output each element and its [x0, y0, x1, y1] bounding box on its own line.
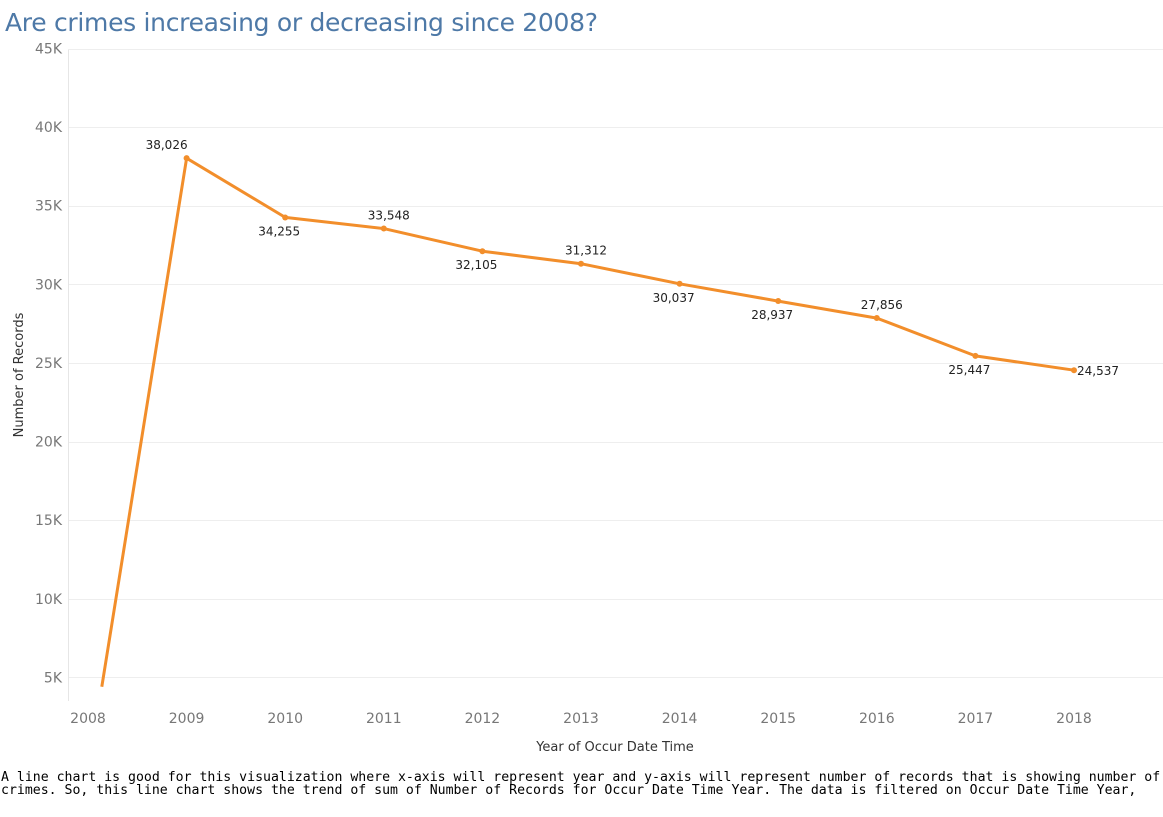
y-tick-label: 15K: [35, 513, 63, 529]
x-axis-title: Year of Occur Date Time: [535, 740, 694, 755]
data-label: 25,447: [948, 363, 990, 377]
x-tick-label: 2016: [859, 711, 895, 727]
data-label: 31,312: [565, 244, 607, 258]
x-axis-ticks: 2008 2009 2010 2011 2012 2013 2014 2015 2016 2017…: [70, 711, 1092, 727]
data-point: [282, 214, 289, 221]
series-line-path: [100, 156, 1075, 688]
x-tick-label: 2018: [1056, 711, 1092, 727]
data-point: [183, 155, 190, 162]
y-tick-label: 5K: [44, 670, 63, 686]
x-tick-label: 2015: [760, 711, 796, 727]
y-tick-label: 25K: [35, 356, 63, 372]
data-point: [578, 260, 584, 267]
x-tick-label: 2008: [70, 711, 106, 727]
data-label: 27,856: [861, 298, 903, 312]
data-label: 33,548: [368, 209, 410, 223]
x-tick-label: 2009: [169, 711, 205, 727]
data-point: [1071, 367, 1077, 374]
x-tick-label: 2014: [662, 711, 698, 727]
y-axis-ticks: 5K 10K 15K 20K 25K 30K 35K 40K 45K: [35, 42, 63, 687]
y-tick-label: 45K: [35, 42, 63, 58]
gridlines: [68, 49, 1163, 678]
y-tick-label: 30K: [35, 277, 63, 293]
data-label: 32,105: [455, 258, 497, 272]
data-point: [972, 352, 979, 359]
data-labels: 38,026 34,255 33,548 32,105 31,312 30,037 28,9…: [146, 138, 1119, 378]
chart-caption: A line chart is good for this visualizat…: [1, 770, 1161, 798]
data-point: [775, 298, 782, 305]
y-tick-label: 40K: [35, 120, 63, 136]
x-tick-label: 2011: [366, 711, 402, 727]
x-tick-label: 2012: [465, 711, 501, 727]
y-tick-label: 10K: [35, 592, 63, 608]
y-tick-label: 20K: [35, 435, 63, 451]
data-label: 24,537: [1077, 364, 1119, 378]
data-label: 38,026: [146, 138, 188, 152]
data-point: [479, 248, 486, 255]
data-label: 28,937: [751, 308, 793, 322]
data-point: [676, 280, 683, 287]
y-axis-title: Number of Records: [12, 312, 27, 437]
chart-title: Are crimes increasing or decreasing sinc…: [5, 8, 598, 37]
x-tick-label: 2010: [267, 711, 303, 727]
x-tick-label: 2013: [563, 711, 599, 727]
data-label: 34,255: [258, 224, 300, 238]
data-point: [873, 315, 880, 322]
data-point: [380, 225, 387, 232]
x-tick-label: 2017: [958, 711, 994, 727]
data-label: 30,037: [653, 291, 695, 305]
y-tick-label: 35K: [35, 199, 63, 215]
series-line: [100, 155, 1077, 688]
